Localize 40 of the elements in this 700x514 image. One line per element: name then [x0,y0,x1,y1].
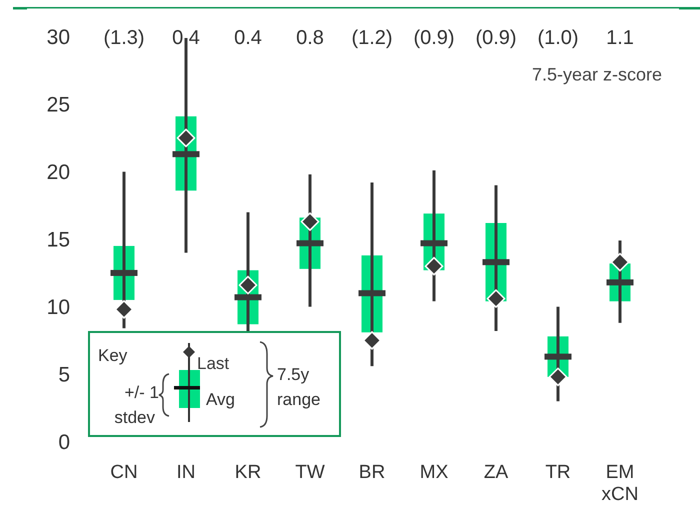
point [114,300,134,319]
legend-label: Avg [206,390,235,409]
annotation: 7.5y range [277,364,320,409]
y-tick-label: 25 [46,94,70,117]
annotation: (1.3) [103,27,145,49]
point [176,128,196,148]
x-tick-label: KR [234,462,262,483]
point [362,331,382,350]
point [610,252,630,272]
y-tick-label: 30 [46,26,70,50]
y-tick-label: 5 [58,364,70,387]
x-tick-label: BR [358,462,386,483]
y-tick-label: 20 [46,161,70,184]
x-tick-label: TW [295,462,325,483]
legend-label: Last [197,354,230,373]
annotation: 0.4 [234,27,262,49]
annotation: 0.8 [296,27,324,49]
point [300,212,320,231]
point [486,289,506,308]
y-tick-label: 0 [58,431,70,454]
point [238,276,258,294]
y-tick-label: 10 [46,296,70,320]
annotation: (0.9) [413,27,455,49]
annotation: 7.5-year z-score [532,64,662,84]
x-tick-label: CN [110,462,138,483]
annotation: (0.9) [475,27,517,49]
x-tick-label: ZA [484,462,508,483]
annotation: +/- 1 stdev [114,382,159,427]
x-tick-label: MX [420,462,449,483]
annotation: (1.0) [537,27,579,49]
x-tick-label: EM xCN [602,462,638,505]
x-tick-label: TR [545,462,571,483]
annotation: 0.4 [172,27,200,49]
x-tick-label: IN [176,462,196,483]
annotation: (1.2) [351,27,393,49]
annotation: Key [98,346,128,365]
annotation: 1.1 [606,27,634,49]
point [424,256,444,276]
point [548,368,568,386]
y-tick-label: 15 [46,228,70,252]
